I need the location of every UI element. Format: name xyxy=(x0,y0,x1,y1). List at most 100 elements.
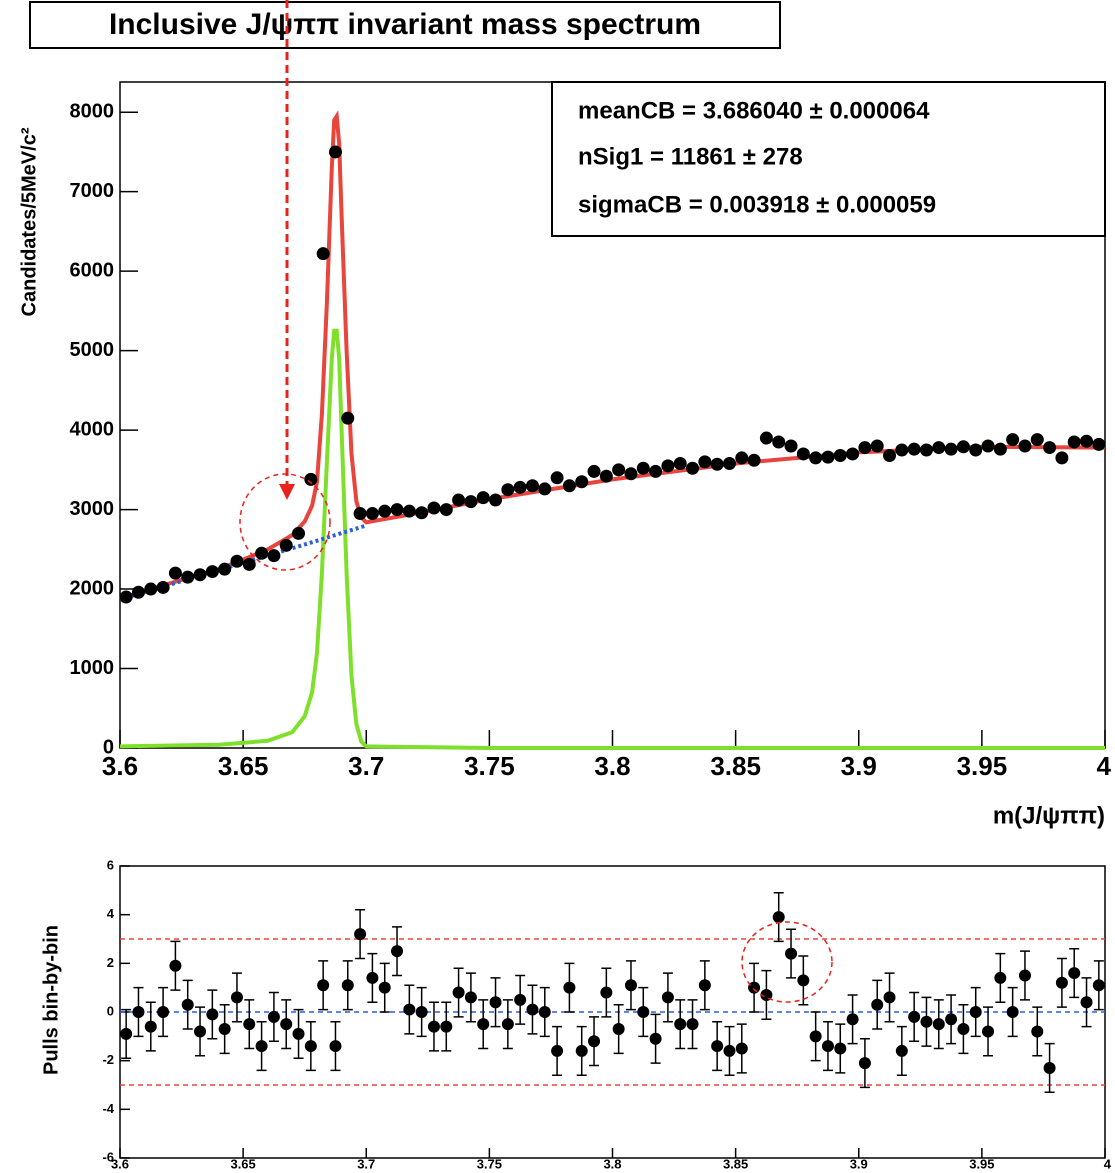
data-point xyxy=(846,447,860,461)
data-point xyxy=(501,483,515,497)
data-point xyxy=(267,549,281,563)
y-tick-label: 2 xyxy=(107,955,114,970)
data-point xyxy=(267,1010,280,1023)
data-point xyxy=(205,565,219,579)
highlight-circle xyxy=(239,473,331,571)
data-point xyxy=(513,480,527,494)
data-point xyxy=(686,1018,699,1031)
data-point xyxy=(292,526,306,540)
data-point xyxy=(390,503,404,517)
data-point xyxy=(1067,435,1081,449)
data-point xyxy=(218,562,232,576)
data-point xyxy=(945,1013,958,1026)
y-tick-label: 5000 xyxy=(70,339,115,361)
x-tick-label: 3.75 xyxy=(464,751,515,781)
data-point xyxy=(624,467,638,481)
y-tick-label: 0 xyxy=(107,1003,114,1018)
data-point xyxy=(599,469,613,483)
data-point xyxy=(131,585,145,599)
y-tick-label: 8000 xyxy=(70,100,115,122)
data-point xyxy=(1055,976,1068,989)
data-point xyxy=(649,464,663,478)
data-point xyxy=(255,1040,268,1053)
data-point xyxy=(759,431,773,445)
x-tick-label: 3.6 xyxy=(111,1156,129,1171)
data-point xyxy=(169,959,182,972)
y-tick-label: -6 xyxy=(102,1149,114,1164)
data-point xyxy=(649,1032,662,1045)
data-point xyxy=(514,993,527,1006)
data-point xyxy=(365,507,379,521)
data-point xyxy=(230,991,243,1004)
data-point xyxy=(168,566,182,580)
data-point xyxy=(501,1018,514,1031)
data-point xyxy=(907,442,921,456)
data-point xyxy=(439,503,453,517)
data-point xyxy=(784,439,798,453)
data-point xyxy=(600,986,613,999)
data-point xyxy=(1080,996,1093,1009)
data-point xyxy=(920,1015,933,1028)
data-point xyxy=(243,1018,256,1031)
data-point xyxy=(710,457,724,471)
data-point xyxy=(722,456,736,470)
y-tick-label: -4 xyxy=(102,1101,114,1116)
data-point xyxy=(1031,1025,1044,1038)
data-point xyxy=(870,439,884,453)
y-tick-label: 6000 xyxy=(70,259,115,281)
data-point xyxy=(661,459,675,473)
x-tick-label: 3.85 xyxy=(723,1156,748,1171)
data-point xyxy=(304,472,318,486)
chart-title: Inclusive J/ψππ invariant mass spectrum xyxy=(109,8,701,41)
data-point xyxy=(452,493,466,507)
stat-text: sigmaCB = 0.003918 ± 0.000059 xyxy=(578,191,936,218)
data-point xyxy=(391,945,404,958)
data-point xyxy=(538,482,552,496)
data-point xyxy=(883,991,896,1004)
data-point xyxy=(427,1020,440,1033)
data-point xyxy=(525,479,539,493)
y-axis-label: Candidates/5MeV/c² xyxy=(18,127,40,316)
data-point xyxy=(1068,967,1081,980)
data-point xyxy=(821,450,835,464)
data-point xyxy=(723,1044,736,1057)
stat-text: meanCB = 3.686040 ± 0.000064 xyxy=(578,97,930,124)
data-point xyxy=(661,991,674,1004)
data-point xyxy=(194,1025,207,1038)
data-point xyxy=(858,1057,871,1070)
data-point xyxy=(834,1042,847,1055)
data-point xyxy=(378,981,391,994)
data-point xyxy=(206,1008,219,1021)
x-tick-label: 3.65 xyxy=(230,1156,255,1171)
data-point xyxy=(1006,1006,1019,1018)
plots: 3.6 3.65 3.7 3.75 3.8 3.85 3.9 3.95 4 0 1000 2000 30… xyxy=(70,81,1112,1171)
data-point xyxy=(1018,969,1031,982)
y-axis-label: Pulls bin-by-bin xyxy=(40,925,62,1075)
data-point xyxy=(1092,979,1105,992)
data-point xyxy=(366,971,379,984)
y-tick-label: 4 xyxy=(107,906,115,921)
data-point xyxy=(796,447,810,461)
data-point xyxy=(119,590,133,604)
data-point xyxy=(587,464,601,478)
data-point xyxy=(1018,439,1032,453)
data-point xyxy=(957,1023,970,1036)
x-tick-label: 4 xyxy=(1097,751,1112,781)
stat-text: nSig1 = 11861 ± 278 xyxy=(578,143,803,170)
data-point xyxy=(673,456,687,470)
data-point xyxy=(956,440,970,454)
y-tick-label: -2 xyxy=(102,1052,114,1067)
data-point xyxy=(969,1006,982,1018)
data-point xyxy=(981,439,995,453)
data-point xyxy=(674,1018,687,1031)
data-point xyxy=(452,986,465,999)
data-point xyxy=(809,1030,822,1043)
data-point xyxy=(563,981,576,994)
y-tick-label: 6 xyxy=(107,857,114,872)
data-point xyxy=(908,1010,921,1023)
data-point xyxy=(919,443,933,457)
data-point xyxy=(415,506,429,520)
data-point xyxy=(932,441,946,455)
panel: 3.6 3.65 3.7 3.75 3.8 3.85 3.9 3.95 4 -6 -4 -2 0 2 4 6 xyxy=(102,857,1111,1171)
data-point xyxy=(735,451,749,465)
